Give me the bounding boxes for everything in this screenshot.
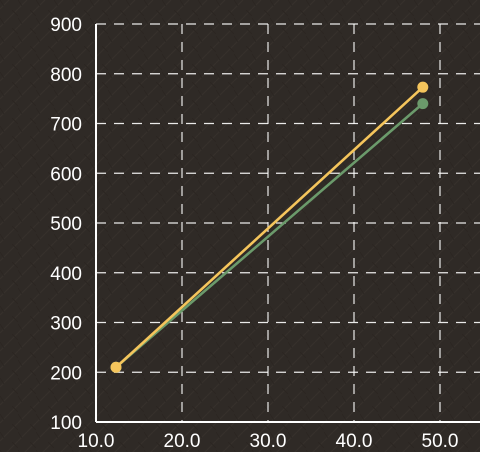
x-tick-label: 20.0 [164, 431, 201, 452]
y-tick-label: 900 [50, 15, 82, 36]
y-tick-label: 200 [50, 363, 82, 384]
series-line [115, 102, 424, 369]
y-tick-label: 700 [50, 115, 82, 136]
data-point [417, 98, 429, 110]
data-point [417, 81, 429, 93]
y-tick-label: 300 [50, 314, 82, 335]
series-2 [110, 81, 429, 373]
y-tick-label: 100 [50, 413, 82, 434]
x-tick-label: 40.0 [336, 431, 373, 452]
x-tick-label: 10.0 [78, 431, 115, 452]
tick-labels: 100 200 300 400 500 600 700 800 900 10.0 20.0 30.0 4… [50, 15, 458, 452]
x-tick-label: 50.0 [422, 431, 459, 452]
y-tick-label: 600 [50, 164, 82, 185]
y-tick-label: 800 [50, 65, 82, 86]
axes [95, 24, 480, 423]
data-point [110, 361, 122, 373]
series-line [115, 86, 424, 369]
y-tick-label: 500 [50, 214, 82, 235]
x-tick-label: 30.0 [250, 431, 287, 452]
grid [96, 23, 480, 422]
y-tick-label: 400 [50, 264, 82, 285]
series [110, 81, 429, 373]
